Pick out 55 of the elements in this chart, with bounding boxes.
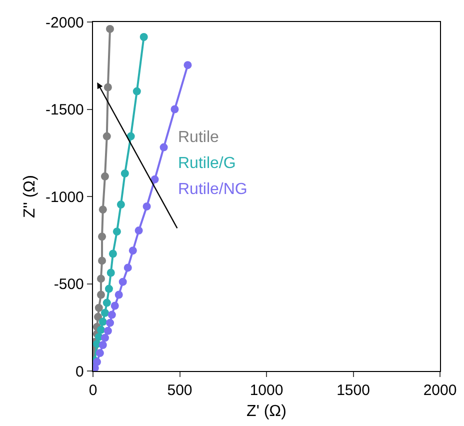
point <box>94 312 102 321</box>
point <box>96 349 104 358</box>
point <box>100 308 109 317</box>
point <box>96 326 105 334</box>
point <box>114 290 123 299</box>
point <box>108 250 117 258</box>
text: Rutile <box>178 129 220 146</box>
point <box>160 143 168 152</box>
point <box>108 310 116 319</box>
x-axis-title: Z' (Ω) <box>246 402 286 420</box>
y-tick-label: -1000 <box>46 188 84 206</box>
point <box>120 169 129 178</box>
point <box>134 226 143 235</box>
point <box>94 304 103 312</box>
y-axis-title: Z'' (Ω) <box>21 175 38 218</box>
series-label: Rutile/NG <box>178 181 248 198</box>
y-tick-label: 0 <box>76 363 84 380</box>
point <box>132 87 141 96</box>
y-tick-label: -2000 <box>46 14 84 32</box>
point <box>98 206 107 214</box>
y-tick-label: -500 <box>54 276 84 293</box>
x-tick-label: 1500 <box>336 382 370 400</box>
point <box>106 318 114 327</box>
point <box>102 298 111 307</box>
point <box>110 302 119 310</box>
point <box>104 83 112 92</box>
text: Rutile/G <box>178 155 236 172</box>
x-tick-label: 1000 <box>250 382 284 400</box>
point <box>116 200 125 209</box>
point <box>140 33 148 42</box>
point <box>142 202 151 210</box>
x-tick-label: 0 <box>88 382 98 400</box>
point <box>124 264 132 272</box>
point <box>102 132 111 140</box>
y-tick-label: -1500 <box>46 102 84 118</box>
point <box>150 175 159 184</box>
point <box>112 228 121 236</box>
x-tick-label: 500 <box>167 382 192 400</box>
point <box>104 326 112 335</box>
x-tick-label: 2000 <box>423 382 457 400</box>
point <box>184 61 192 70</box>
point <box>128 246 137 255</box>
point <box>100 334 109 342</box>
point <box>106 268 115 277</box>
point <box>96 274 105 283</box>
point <box>98 232 106 241</box>
point <box>98 341 107 349</box>
point <box>118 278 127 286</box>
point <box>98 318 107 326</box>
point <box>100 172 109 180</box>
point <box>104 284 113 293</box>
point <box>98 256 106 265</box>
point <box>170 105 179 114</box>
point <box>96 290 105 299</box>
point <box>106 24 114 33</box>
